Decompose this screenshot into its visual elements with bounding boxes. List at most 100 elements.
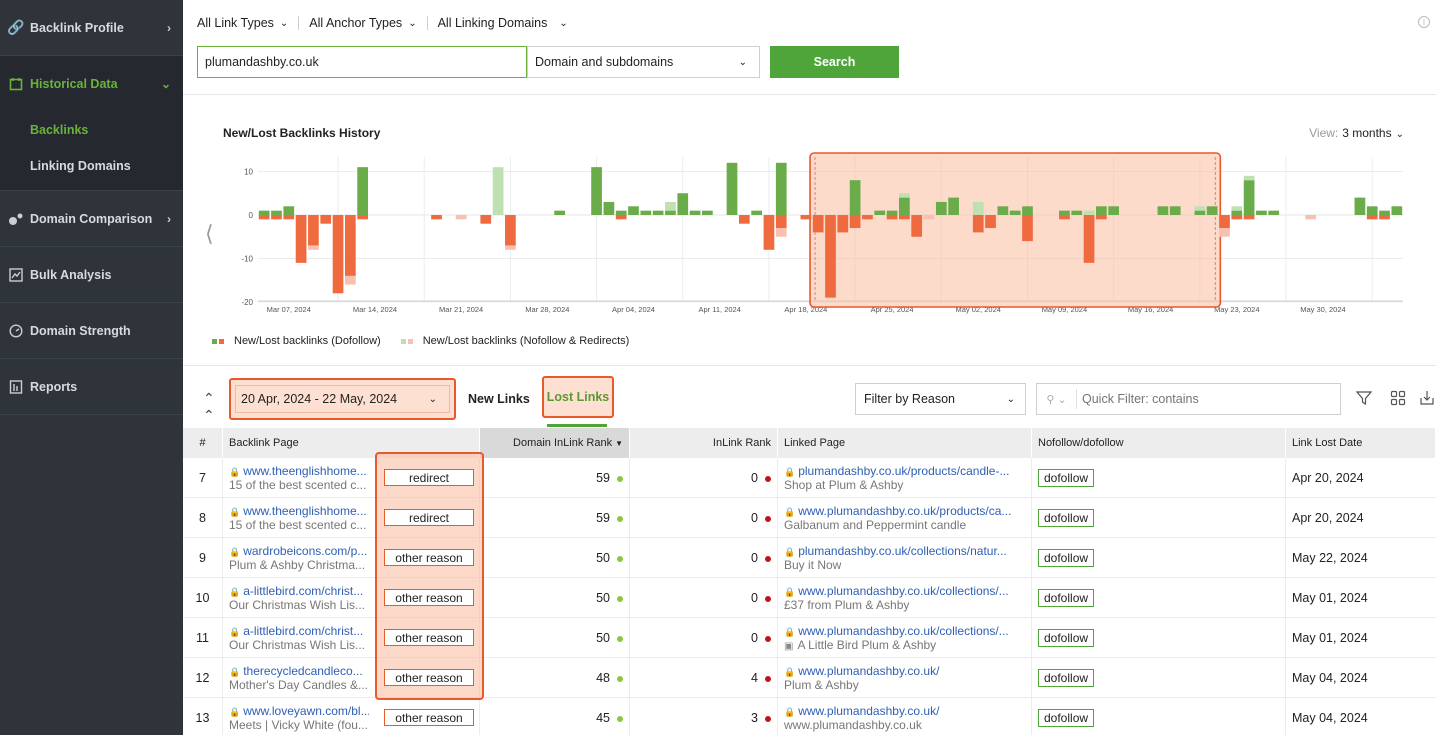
column-header-num[interactable]: # xyxy=(183,428,223,458)
backlink-title: Plum & Ashby Christma... xyxy=(229,558,366,572)
table-row[interactable]: 11 🔒 a-littlebird.com/christ... Our Chris… xyxy=(183,618,1436,658)
sidebar-subitem-linking-domains[interactable]: Linking Domains xyxy=(30,159,131,173)
linking-domains-dropdown[interactable]: All Linking Domains ⌄ xyxy=(438,16,578,30)
column-header-link-lost-date[interactable]: Link Lost Date xyxy=(1286,428,1436,458)
sidebar-item-bulk-analysis[interactable]: Bulk Analysis xyxy=(0,247,183,303)
column-header-backlink-page[interactable]: Backlink Page xyxy=(223,428,480,458)
linked-page-url[interactable]: www.plumandashby.co.uk/products/ca... xyxy=(798,504,1012,518)
collapse-chevrons-icon[interactable]: ⌃ ⌃ xyxy=(203,390,215,423)
backlink-url[interactable]: therecycledcandleco... xyxy=(243,664,363,678)
info-icon[interactable]: i xyxy=(1418,16,1430,28)
linked-page-url[interactable]: www.plumandashby.co.uk/collections/... xyxy=(798,584,1009,598)
row-number: 10 xyxy=(183,578,223,618)
inlink-rank-line: 3 xyxy=(751,711,771,725)
lost-date-cell: Apr 20, 2024 xyxy=(1286,458,1436,498)
sidebar-item-historical-data[interactable]: Historical Data ⌄ xyxy=(0,56,183,112)
bar-lost-dofollow xyxy=(1219,215,1230,229)
table-row[interactable]: 13 🔒 www.loveyawn.com/bl... Meets | Vicky… xyxy=(183,698,1436,735)
follow-badge: dofollow xyxy=(1038,549,1095,567)
view-period-dropdown[interactable]: View: 3 months ⌄ xyxy=(1309,126,1404,140)
backlink-url[interactable]: www.theenglishhome... xyxy=(243,464,367,478)
legend-swatch-new xyxy=(212,338,217,344)
bar-lost-dofollow xyxy=(258,215,270,220)
backlink-url[interactable]: www.loveyawn.com/bl... xyxy=(243,704,369,718)
legend-swatch-lost xyxy=(407,338,413,344)
bar-lost-dofollow xyxy=(1231,215,1243,220)
bar-new-dofollow xyxy=(271,210,282,215)
sidebar-subitem-backlinks[interactable]: Backlinks xyxy=(30,123,89,137)
status-dot-red xyxy=(765,596,771,602)
backlink-url[interactable]: a-littlebird.com/christ... xyxy=(243,584,364,598)
linked-page-url-line: 🔒 plumandashby.co.uk/products/candle-... xyxy=(784,464,1025,478)
chevron-right-icon: › xyxy=(167,211,171,226)
tab-lost-links[interactable]: Lost Links xyxy=(542,376,614,418)
legend-item-nofollow[interactable]: New/Lost backlinks (Nofollow & Redirects… xyxy=(400,335,629,347)
linked-page-url[interactable]: www.plumandashby.co.uk/collections/... xyxy=(798,624,1009,638)
follow-badge: dofollow xyxy=(1038,589,1095,607)
search-icon[interactable]: ⚲ ⌄ xyxy=(1037,389,1077,409)
columns-grid-icon[interactable] xyxy=(1390,390,1406,411)
search-button[interactable]: Search xyxy=(770,46,899,78)
bar-new-dofollow xyxy=(591,167,602,215)
domain-inlink-rank-cell: 45 xyxy=(480,698,630,735)
table-row[interactable]: 10 🔒 a-littlebird.com/christ... Our Chris… xyxy=(183,578,1436,618)
backlink-url[interactable]: wardrobeicons.com/p... xyxy=(243,544,368,558)
backlink-url[interactable]: a-littlebird.com/christ... xyxy=(243,624,364,638)
column-header-domain-inlink-rank[interactable]: Domain InLink Rank ▼ xyxy=(480,428,630,458)
dropdown-label: All Link Types xyxy=(197,16,274,30)
filter-by-reason-dropdown[interactable]: Filter by Reason ⌄ xyxy=(855,383,1026,415)
table-row[interactable]: 7 🔒 www.theenglishhome... 15 of the best … xyxy=(183,458,1436,498)
bulk-icon xyxy=(8,267,24,283)
anchor-types-dropdown[interactable]: All Anchor Types ⌄ xyxy=(309,16,426,30)
bar-lost-dofollow xyxy=(344,215,356,276)
linked-page-url[interactable]: plumandashby.co.uk/collections/natur... xyxy=(798,544,1007,558)
chart-canvas[interactable]: 10 0 -10 -20 Mar 07, 2024 Mar 14, 2024 Mar 21,… xyxy=(198,109,1436,329)
table-row[interactable]: 9 🔒 wardrobeicons.com/p... Plum & Ashby C… xyxy=(183,538,1436,578)
lock-icon: 🔒 xyxy=(784,547,796,557)
sidebar-item-backlink-profile[interactable]: 🔗 Backlink Profile › xyxy=(0,0,183,56)
linked-page-cell: 🔒 www.plumandashby.co.uk/collections/... … xyxy=(778,578,1032,618)
row-number: 7 xyxy=(183,458,223,498)
status-dot-green xyxy=(617,596,623,602)
table-row[interactable]: 12 🔒 therecycledcandleco... Mother's Day … xyxy=(183,658,1436,698)
chevron-down-icon: ⌄ xyxy=(559,17,568,29)
backlink-url[interactable]: www.theenglishhome... xyxy=(243,504,367,518)
column-header-inlink-rank[interactable]: InLink Rank xyxy=(630,428,778,458)
link-types-dropdown[interactable]: All Link Types ⌄ xyxy=(197,16,298,30)
linked-page-url[interactable]: www.plumandashby.co.uk/ xyxy=(798,704,940,718)
sidebar-item-domain-comparison[interactable]: Domain Comparison › xyxy=(0,191,183,247)
column-header-nofollow-dofollow[interactable]: Nofollow/dofollow xyxy=(1032,428,1286,458)
date-range-dropdown[interactable]: 20 Apr, 2024 - 22 May, 2024 ⌄ xyxy=(235,385,450,413)
lock-icon: 🔒 xyxy=(229,467,241,477)
lock-icon: 🔒 xyxy=(229,627,241,637)
table-row[interactable]: 8 🔒 www.theenglishhome... 15 of the best … xyxy=(183,498,1436,538)
x-tick-label: Mar 14, 2024 xyxy=(353,305,397,314)
dropdown-label: All Linking Domains xyxy=(437,16,548,30)
column-header-linked-page[interactable]: Linked Page xyxy=(778,428,1032,458)
lost-date-value: May 04, 2024 xyxy=(1292,671,1368,685)
tab-new-links[interactable]: New Links xyxy=(468,392,530,406)
backlink-page-cell: 🔒 www.theenglishhome... 15 of the best sc… xyxy=(223,498,480,538)
linked-page-url[interactable]: plumandashby.co.uk/products/candle-... xyxy=(798,464,1010,478)
linked-page-url[interactable]: www.plumandashby.co.uk/ xyxy=(798,664,940,678)
linked-page-subtitle: £37 from Plum & Ashby xyxy=(784,598,910,612)
follow-badge-line: dofollow xyxy=(1038,629,1279,647)
bar-lost-nofollow xyxy=(1305,215,1317,220)
sidebar-item-domain-strength[interactable]: Domain Strength xyxy=(0,303,183,359)
bar-lost-dofollow xyxy=(972,215,984,233)
x-tick-label: Mar 28, 2024 xyxy=(525,305,569,314)
quick-filter-input[interactable] xyxy=(1082,392,1332,406)
scope-dropdown[interactable]: Domain and subdomains ⌄ xyxy=(527,46,760,78)
filter-icon[interactable] xyxy=(1355,390,1373,411)
bar-new-dofollow xyxy=(283,206,295,215)
domain-input[interactable] xyxy=(197,46,527,78)
y-tick-label: -20 xyxy=(241,298,253,307)
chart-prev-arrow-icon[interactable]: ⟨ xyxy=(205,221,214,246)
sidebar-item-label: Historical Data xyxy=(30,77,118,91)
export-icon[interactable] xyxy=(1419,390,1435,411)
bar-new-dofollow xyxy=(628,206,639,215)
domain-inlink-rank-line: 50 xyxy=(596,631,623,645)
linked-page-subtitle-line: Buy it Now xyxy=(784,558,1025,572)
sidebar-item-reports[interactable]: Reports xyxy=(0,359,183,415)
legend-item-dofollow[interactable]: New/Lost backlinks (Dofollow) xyxy=(212,335,381,347)
